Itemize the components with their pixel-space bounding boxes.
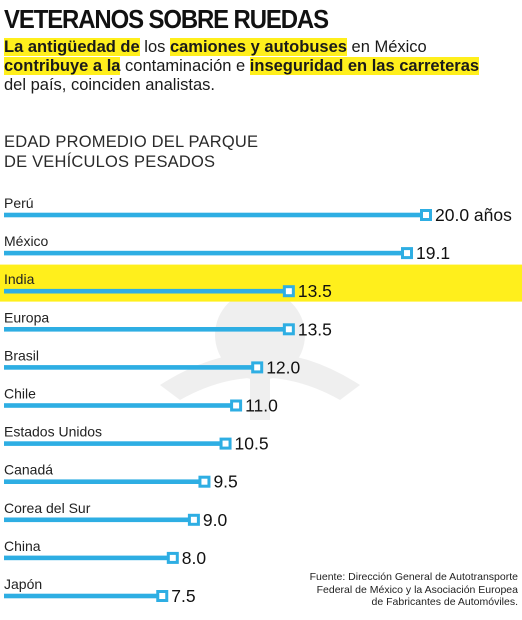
value-label: 10.5	[235, 434, 269, 454]
bar-end-marker	[156, 590, 169, 602]
value-label: 20.0 años	[435, 205, 512, 225]
bar-end-marker	[420, 209, 432, 221]
subtitle-line-1: La antigüedad de los camiones y autobuse…	[4, 38, 427, 56]
headline: VETERANOS SOBRE RUEDAS	[4, 4, 329, 34]
subtitle-line-2: contribuye a la contaminación e inseguri…	[4, 57, 480, 75]
bar-end-marker	[198, 475, 211, 488]
subtitle-highlight: camiones y autobuses	[169, 38, 347, 56]
category-label: Perú	[4, 195, 34, 211]
subtitle-text: en México	[346, 38, 427, 56]
bar-end-marker	[251, 361, 264, 374]
bar	[4, 403, 237, 408]
subtitle-line-3: del país, coinciden analistas.	[4, 76, 215, 94]
category-label: China	[4, 538, 41, 554]
highlight-band	[0, 264, 522, 302]
value-label: 9.5	[213, 472, 237, 492]
category-label: India	[4, 271, 35, 287]
chart-heading-line-1: EDAD PROMEDIO DEL PARQUE	[4, 133, 259, 151]
value-label: 13.5	[298, 281, 332, 301]
source-note-line-3: de Fabricantes de Automóviles.	[371, 596, 519, 609]
bar	[4, 327, 289, 332]
bar	[4, 517, 194, 523]
subtitle: La antigüedad de los camiones y autobuse…	[4, 38, 519, 95]
bar	[4, 365, 258, 370]
category-label: Corea del Sur	[4, 500, 91, 516]
value-label: 7.5	[171, 586, 195, 606]
chart-heading: EDAD PROMEDIO DEL PARQUE DE VEHÍCULOS PE…	[4, 132, 258, 172]
bar	[4, 479, 205, 484]
bar	[4, 593, 163, 599]
bar-end-marker	[219, 437, 232, 450]
source-note-line-2: Federal de México y la Asociación Europe…	[316, 583, 518, 596]
category-label: Chile	[4, 386, 36, 402]
category-label: Brasil	[4, 347, 39, 363]
bar	[4, 212, 426, 218]
value-label: 12.0	[266, 357, 300, 377]
subtitle-text: contaminación e	[120, 57, 250, 75]
category-label: Japón	[4, 576, 42, 592]
watermark-emblem-icon	[160, 290, 360, 420]
bar	[4, 441, 226, 446]
bar-end-marker	[166, 551, 179, 564]
bar-end-marker	[401, 247, 414, 260]
category-label: Europa	[4, 309, 49, 325]
bar	[4, 250, 408, 256]
category-label: Canadá	[4, 462, 53, 478]
subtitle-text: del país, coinciden analistas.	[4, 76, 215, 94]
category-label: México	[4, 233, 49, 249]
bar	[4, 555, 173, 561]
source-note: Fuente: Dirección General de Autotranspo…	[278, 571, 518, 609]
subtitle-text: los	[139, 38, 170, 56]
source-note-line-1: Fuente: Dirección General de Autotranspo…	[309, 571, 518, 583]
bar-end-marker	[187, 513, 200, 526]
bar-end-marker	[282, 323, 295, 336]
subtitle-highlight: La antigüedad de	[4, 38, 140, 56]
bar	[4, 288, 289, 294]
value-label: 9.0	[203, 510, 228, 530]
bar-end-marker	[282, 285, 295, 298]
value-label: 11.0	[245, 396, 278, 416]
chart-heading-line-2: DE VEHÍCULOS PESADOS	[4, 153, 216, 171]
value-label: 8.0	[182, 548, 207, 568]
category-label: Estados Unidos	[4, 424, 102, 440]
value-label: 13.5	[298, 319, 332, 339]
value-label: 19.1	[416, 243, 450, 263]
bar-end-marker	[230, 399, 243, 412]
subtitle-highlight: inseguridad en las carreteras	[249, 57, 480, 75]
subtitle-highlight: contribuye a la	[4, 57, 121, 75]
